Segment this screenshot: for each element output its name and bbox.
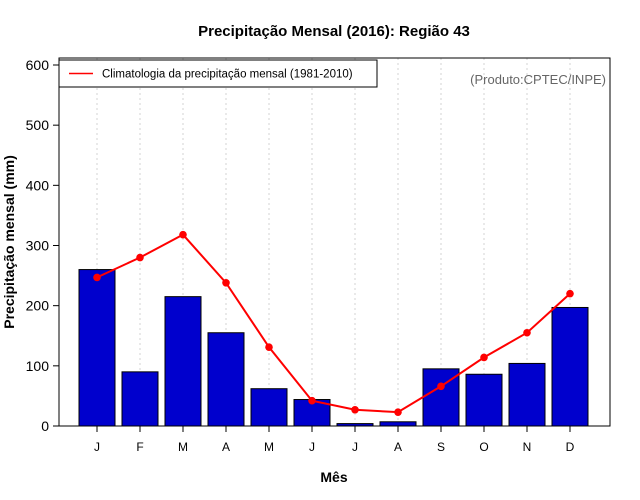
y-tick-label: 300 <box>26 238 50 254</box>
x-tick-label: N <box>523 440 532 454</box>
climatology-point-9 <box>437 382 445 391</box>
x-tick-label: D <box>566 440 575 454</box>
x-tick-label: M <box>178 440 188 454</box>
bar-10 <box>465 373 503 427</box>
legend-label: Climatologia da precipitação mensal (198… <box>102 69 353 81</box>
y-tick-label: 200 <box>26 298 50 314</box>
x-tick-label: S <box>437 440 445 454</box>
climatology-point-12 <box>566 289 574 298</box>
bar-11 <box>508 362 546 427</box>
y-tick-label: 500 <box>26 117 50 133</box>
y-tick-label: 100 <box>26 358 50 374</box>
y-tick-label: 400 <box>26 177 50 193</box>
y-tick-label: 0 <box>41 418 49 434</box>
climatology-polyline <box>96 233 571 414</box>
credit-annotation: (Produto:CPTEC/INPE) <box>470 72 606 87</box>
climatology-line <box>93 230 574 416</box>
bar-5 <box>250 388 288 427</box>
y-tick-label: 600 <box>26 57 50 73</box>
plot-frame <box>58 57 611 427</box>
bar-8 <box>379 421 417 427</box>
legend: Climatologia da precipitação mensal (198… <box>58 59 378 88</box>
bar-12 <box>551 306 589 427</box>
legend-box <box>58 59 378 88</box>
climatology-point-4 <box>222 279 230 287</box>
climatology-point-5 <box>265 343 273 351</box>
bar-3 <box>164 296 202 427</box>
climatology-point-11 <box>523 328 531 337</box>
climatology-point-6 <box>308 396 316 405</box>
x-tick-label: J <box>94 440 100 454</box>
climatology-point-10 <box>480 353 488 362</box>
climatology-point-3 <box>179 230 187 239</box>
bars <box>78 269 589 427</box>
x-tick-label: A <box>222 440 230 454</box>
y-axis-title: Precipitação mensal (mm) <box>1 155 17 329</box>
climatology-point-1 <box>93 273 101 282</box>
x-tick-label: A <box>394 440 402 454</box>
bar-1 <box>78 269 116 427</box>
climatology-point-2 <box>136 253 144 262</box>
x-axis-title: Mês <box>320 469 347 485</box>
x-tick-label: J <box>352 440 358 454</box>
x-tick-label: F <box>136 440 143 454</box>
climatology-point-7 <box>351 405 359 414</box>
bar-2 <box>121 371 159 427</box>
chart-title: Precipitação Mensal (2016): Região 43 <box>198 23 470 40</box>
x-tick-label: O <box>479 440 488 454</box>
x-tick-label: M <box>264 440 274 454</box>
x-tick-label: J <box>309 440 315 454</box>
bar-4 <box>207 332 245 427</box>
y-axis: 0 100 200 300 400 500 600 <box>26 57 59 434</box>
climatology-point-8 <box>394 408 402 416</box>
